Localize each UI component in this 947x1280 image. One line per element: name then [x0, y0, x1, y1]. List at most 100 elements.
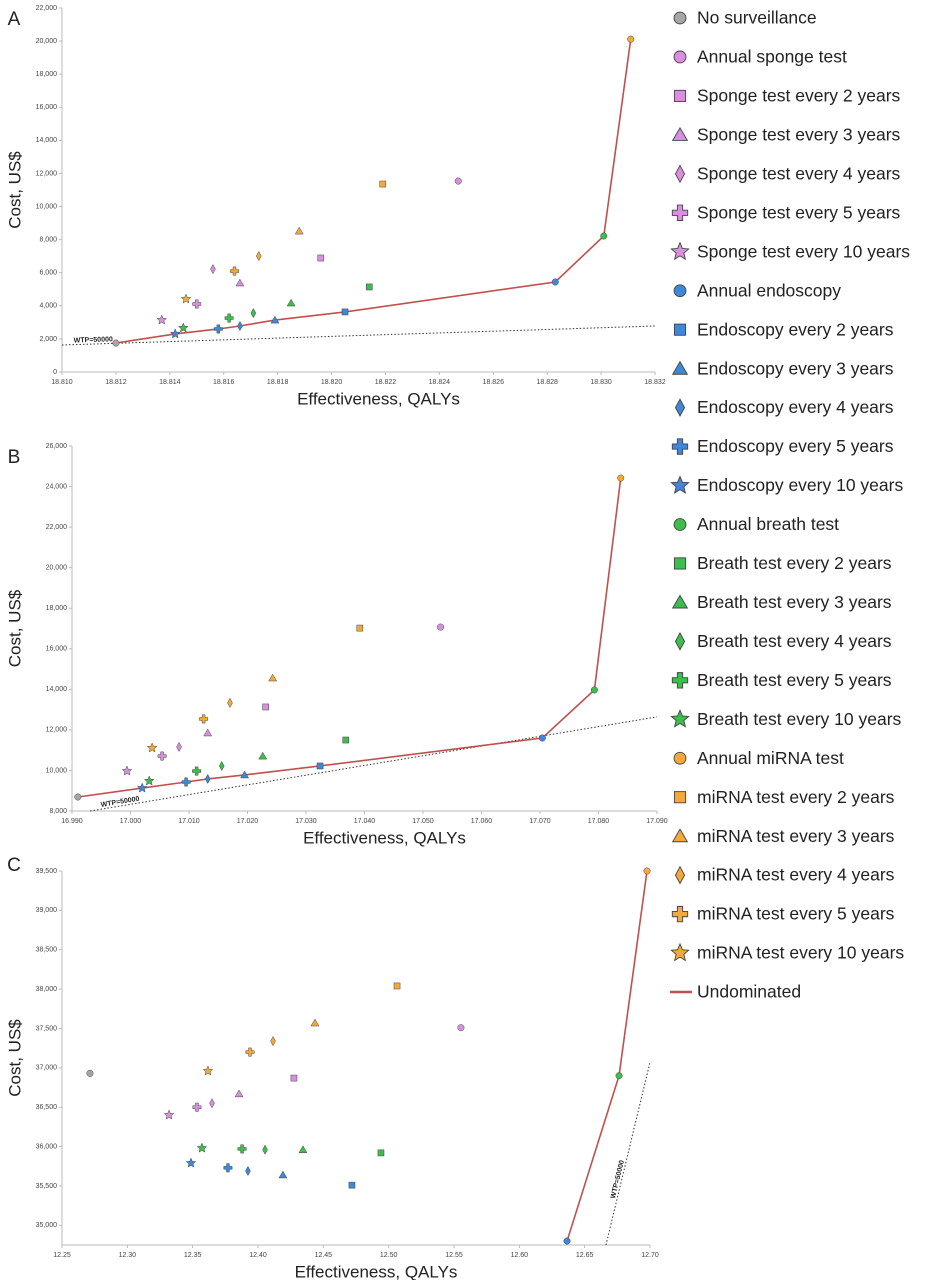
x-tick-label: 18.820	[321, 379, 343, 386]
wtp-label: WTP=50000	[100, 796, 140, 809]
data-point	[365, 283, 373, 291]
data-point	[377, 1149, 385, 1157]
x-tick-label: 16.990	[61, 818, 83, 825]
x-tick-label: 17.070	[529, 818, 551, 825]
wtp-label: WTP=50000	[610, 1160, 626, 1200]
x-tick-label: 18.814	[159, 379, 181, 386]
data-point	[86, 1069, 94, 1077]
x-tick-label: 12.40	[249, 1252, 267, 1259]
data-point	[278, 1170, 288, 1179]
data-point	[156, 314, 168, 325]
data-point	[192, 1102, 202, 1112]
data-point	[262, 703, 269, 711]
y-tick-label: 2,000	[39, 336, 57, 343]
y-tick-label: 35,000	[36, 1222, 58, 1229]
legend-swatch	[671, 672, 689, 689]
y-tick-label: 16,000	[36, 104, 58, 111]
x-tick-label: 18.822	[375, 379, 397, 386]
legend-label: miRNA test every 3 years	[697, 826, 895, 846]
panel-label: B	[8, 447, 21, 468]
legend-label: Endoscopy every 3 years	[697, 358, 894, 378]
y-tick-label: 10,000	[46, 767, 68, 774]
legend-label: Endoscopy every 10 years	[697, 475, 903, 495]
data-point	[180, 293, 192, 304]
y-tick-label: 14,000	[36, 137, 58, 144]
y-tick-label: 16,000	[46, 646, 68, 653]
data-point	[316, 762, 324, 770]
data-point	[538, 734, 546, 742]
data-point	[615, 1072, 623, 1080]
y-axis-title: Cost, US$	[5, 151, 24, 229]
legend-swatch	[673, 791, 687, 804]
x-axis-title: Effectiveness, QALYs	[297, 389, 460, 408]
y-tick-label: 8,000	[49, 808, 67, 815]
x-tick-label: 12.35	[184, 1252, 202, 1259]
y-tick-label: 8,000	[39, 236, 57, 243]
y-tick-label: 36,000	[36, 1143, 58, 1150]
data-point	[192, 766, 202, 776]
y-tick-label: 12,000	[46, 727, 68, 734]
legend-label: Undominated	[697, 982, 801, 1002]
y-tick-label: 4,000	[39, 303, 57, 310]
x-tick-label: 17.090	[646, 818, 668, 825]
legend-label: Sponge test every 2 years	[697, 86, 901, 106]
legend-swatch	[670, 475, 690, 494]
y-tick-label: 38,000	[36, 986, 58, 993]
y-axis-title: Cost, US$	[5, 1019, 24, 1097]
data-point	[563, 1237, 571, 1245]
x-tick-label: 18.830	[590, 379, 612, 386]
x-axis-title: Effectiveness, QALYs	[303, 828, 466, 847]
legend-swatch	[673, 89, 687, 102]
y-tick-label: 37,500	[36, 1025, 58, 1032]
data-point	[192, 299, 202, 309]
data-point	[250, 308, 257, 319]
y-tick-label: 26,000	[46, 443, 68, 450]
x-tick-label: 18.816	[213, 379, 235, 386]
data-point	[317, 254, 325, 262]
legend-swatch	[671, 126, 689, 141]
legend-label: Endoscopy every 4 years	[697, 397, 894, 417]
data-point	[590, 686, 598, 694]
x-tick-label: 17.010	[178, 818, 200, 825]
data-point	[227, 697, 233, 709]
x-tick-label: 12.70	[641, 1252, 659, 1259]
data-point	[136, 782, 148, 793]
data-point	[290, 1074, 298, 1082]
data-point	[342, 736, 350, 744]
data-point	[617, 474, 625, 482]
data-point	[356, 624, 364, 632]
y-tick-label: 36,500	[36, 1104, 58, 1111]
data-point	[213, 324, 223, 334]
x-tick-label: 17.060	[471, 818, 493, 825]
legend-swatch	[673, 284, 687, 298]
legend-swatch	[673, 518, 687, 531]
y-tick-label: 20,000	[46, 565, 68, 572]
data-point	[74, 793, 82, 801]
data-point	[258, 751, 268, 760]
data-point	[262, 1144, 268, 1155]
x-tick-label: 12.60	[511, 1252, 529, 1259]
y-tick-label: 39,500	[36, 868, 58, 875]
y-axis-title: Cost, US$	[5, 589, 24, 667]
data-point	[268, 673, 278, 682]
x-tick-label: 18.826	[483, 379, 505, 386]
data-point	[157, 751, 167, 761]
x-tick-label: 18.832	[644, 379, 666, 386]
y-tick-label: 0	[53, 369, 57, 376]
legend-swatch	[671, 438, 689, 455]
data-point	[237, 1144, 247, 1154]
legend-swatch	[671, 594, 689, 609]
data-point	[393, 982, 401, 990]
data-point	[379, 180, 387, 188]
legend-swatch	[673, 751, 687, 765]
y-tick-label: 39,000	[36, 907, 58, 914]
undominated-line	[566, 870, 648, 1242]
x-tick-label: 17.030	[295, 818, 317, 825]
data-point	[185, 1157, 197, 1168]
data-point	[270, 1035, 276, 1047]
x-tick-label: 18.818	[267, 379, 289, 386]
wtp-line	[605, 1062, 651, 1246]
legend-label: Breath test every 2 years	[697, 553, 892, 573]
y-tick-label: 37,000	[36, 1065, 58, 1072]
